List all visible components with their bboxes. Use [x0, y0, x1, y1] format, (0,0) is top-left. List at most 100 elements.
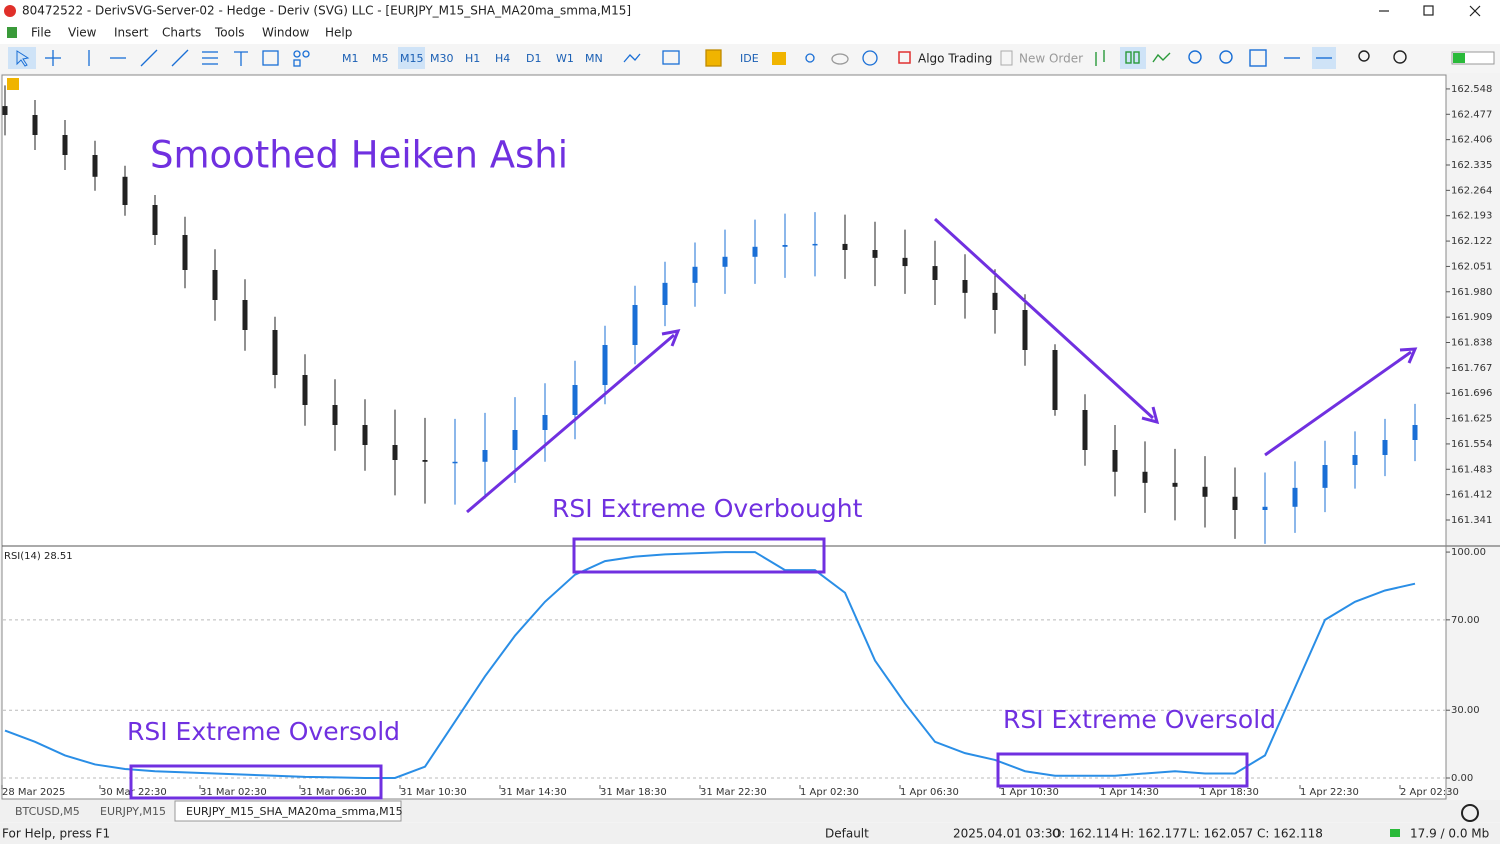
rsi-line	[4, 551, 1416, 779]
y-tick-label: 161.412	[1451, 490, 1492, 501]
plot: 162.548 162.477 162.406 162.335 162.264 162.1…	[1, 84, 1492, 798]
y-tick-label: 30.00	[1451, 705, 1480, 716]
status-close: C: 162.118	[1257, 827, 1323, 841]
timeframes: M1 M5 M15 M30 H1 H4 D1 W1 MN	[342, 52, 603, 65]
active-tab[interactable]	[174, 800, 402, 822]
candle-body	[452, 461, 458, 464]
y-tick-label: 0.00	[1451, 773, 1473, 784]
ide-button[interactable]: IDE	[740, 52, 759, 65]
window-controls[interactable]	[1379, 5, 1481, 17]
candle-body	[242, 300, 248, 330]
y-tick-label: 161.341	[1451, 515, 1492, 526]
window-title: 80472522 - DerivSVG-Server-02 - Hedge - …	[22, 4, 631, 18]
candle-body	[752, 246, 758, 257]
candle-body	[812, 243, 818, 246]
timeframe-button[interactable]: D1	[526, 52, 541, 65]
candle-body	[182, 235, 188, 270]
menu-icon	[7, 27, 17, 38]
order-icon[interactable]	[1000, 50, 1013, 66]
candle-body	[272, 330, 278, 375]
candle-body	[1022, 310, 1028, 350]
menu-item[interactable]: Help	[325, 26, 352, 40]
x-tick-label: 31 Mar 22:30	[700, 787, 767, 798]
status-open: O: 162.114	[1052, 827, 1119, 841]
timeframe-button[interactable]: M30	[430, 52, 454, 65]
candle-body	[152, 205, 158, 235]
annotation-shapes	[129, 217, 1418, 800]
candle-body	[842, 243, 848, 250]
zoom-icon[interactable]	[1461, 804, 1479, 822]
new-order-button[interactable]: New Order	[1019, 52, 1083, 66]
candle-body	[392, 445, 398, 460]
title-bar	[0, 0, 1500, 22]
drawing-tools[interactable]	[45, 49, 310, 67]
x-tick-label: 31 Mar 10:30	[400, 787, 467, 798]
y-tick-label: 161.980	[1451, 287, 1492, 298]
algo-trading-button[interactable]: Algo Trading	[918, 52, 992, 66]
x-tick-label: 1 Apr 06:30	[900, 787, 959, 798]
tab[interactable]: EURJPY_M15_SHA_MA20ma_smma,M15	[186, 805, 403, 818]
timeframe-button[interactable]: H4	[495, 52, 510, 65]
candle-body	[782, 245, 788, 247]
x-tick-label: 2 Apr 02:30	[1400, 787, 1459, 798]
timeframe-button[interactable]: M1	[342, 52, 359, 65]
timeframe-button[interactable]: W1	[556, 52, 574, 65]
annotation: RSI Extreme Overbought	[552, 494, 863, 523]
candle-body	[122, 176, 128, 205]
tool-selected[interactable]	[8, 47, 36, 69]
signal-tools[interactable]	[805, 50, 878, 66]
y-tick-label: 162.548	[1451, 84, 1492, 95]
x-tick-label: 1 Apr 10:30	[1000, 787, 1059, 798]
y-tick-label: 161.696	[1451, 388, 1492, 399]
status-help: For Help, press F1	[2, 827, 110, 841]
tab[interactable]: BTCUSD,M5	[15, 805, 80, 818]
candle-body	[302, 375, 308, 405]
market-icon[interactable]	[772, 52, 786, 65]
candle-body	[1232, 496, 1238, 510]
y-tick-label: 161.625	[1451, 414, 1492, 425]
zoom-tools[interactable]	[1188, 47, 1407, 69]
candle-body	[332, 405, 338, 425]
x-tick-label: 1 Apr 02:30	[800, 787, 859, 798]
cursor-tool[interactable]	[16, 50, 30, 67]
y-tick-label: 161.483	[1451, 464, 1492, 475]
menu-item[interactable]: View	[68, 26, 97, 40]
timeframe-button[interactable]: MN	[585, 52, 603, 65]
menu-item[interactable]: File	[31, 26, 51, 40]
chart-type-tools[interactable]	[1095, 50, 1171, 66]
expert-icon	[7, 78, 19, 90]
algo-icon[interactable]	[898, 51, 911, 64]
status-time: 2025.04.01 03:30	[953, 827, 1060, 841]
y-tick-label: 161.554	[1451, 439, 1492, 450]
candle-body	[632, 305, 638, 345]
timeframe-button[interactable]: H1	[465, 52, 480, 65]
menu-item[interactable]: Charts	[162, 26, 201, 40]
candle-body	[1202, 486, 1208, 497]
y-tick-label: 162.264	[1451, 185, 1492, 196]
chart-area	[1, 74, 1447, 800]
y-tick-label: 100.00	[1451, 547, 1486, 558]
chart-tools[interactable]	[623, 49, 722, 67]
candle-body	[962, 280, 968, 293]
candle-body	[932, 266, 938, 280]
y-tick-label: 162.122	[1451, 236, 1492, 247]
x-tick-label: 31 Mar 14:30	[500, 787, 567, 798]
candle-body	[1292, 487, 1298, 507]
x-tick-label: 31 Mar 02:30	[200, 787, 267, 798]
tab[interactable]: EURJPY,M15	[100, 805, 166, 818]
candle-body	[2, 106, 8, 115]
menu-item[interactable]: Window	[262, 26, 310, 40]
candle-body	[1412, 425, 1418, 440]
status-low: L: 162.057	[1189, 827, 1253, 841]
status-profile: Default	[825, 827, 869, 841]
chart-type-selected[interactable]	[1120, 47, 1146, 69]
menu-item[interactable]: Insert	[114, 26, 149, 40]
annotation: RSI Extreme Oversold	[1003, 705, 1276, 734]
candle-body	[1262, 506, 1268, 510]
menu-item[interactable]: Tools	[214, 26, 245, 40]
timeframe-button[interactable]: M15	[400, 52, 424, 65]
timeframe-selected[interactable]	[398, 47, 425, 69]
candle-body	[572, 385, 578, 415]
candle-body	[542, 415, 548, 430]
timeframe-button[interactable]: M5	[372, 52, 389, 65]
